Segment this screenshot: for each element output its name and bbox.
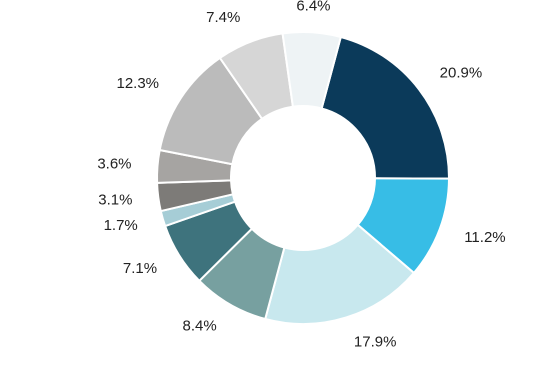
data-label: 11.2% xyxy=(464,229,505,246)
data-label: 17.9% xyxy=(354,333,397,350)
donut-slice xyxy=(281,31,343,110)
data-label: 7.4% xyxy=(206,9,240,26)
data-label: 8.4% xyxy=(182,318,216,335)
data-label: 6.4% xyxy=(296,0,330,14)
data-label: 7.1% xyxy=(123,260,157,277)
data-label: 3.1% xyxy=(98,191,132,208)
data-label: 20.9% xyxy=(440,65,483,82)
data-label: 3.6% xyxy=(97,155,131,172)
donut-slice xyxy=(263,223,416,325)
donut-slice xyxy=(320,35,450,180)
data-label: 1.7% xyxy=(104,217,138,234)
data-label: 12.3% xyxy=(116,75,159,92)
